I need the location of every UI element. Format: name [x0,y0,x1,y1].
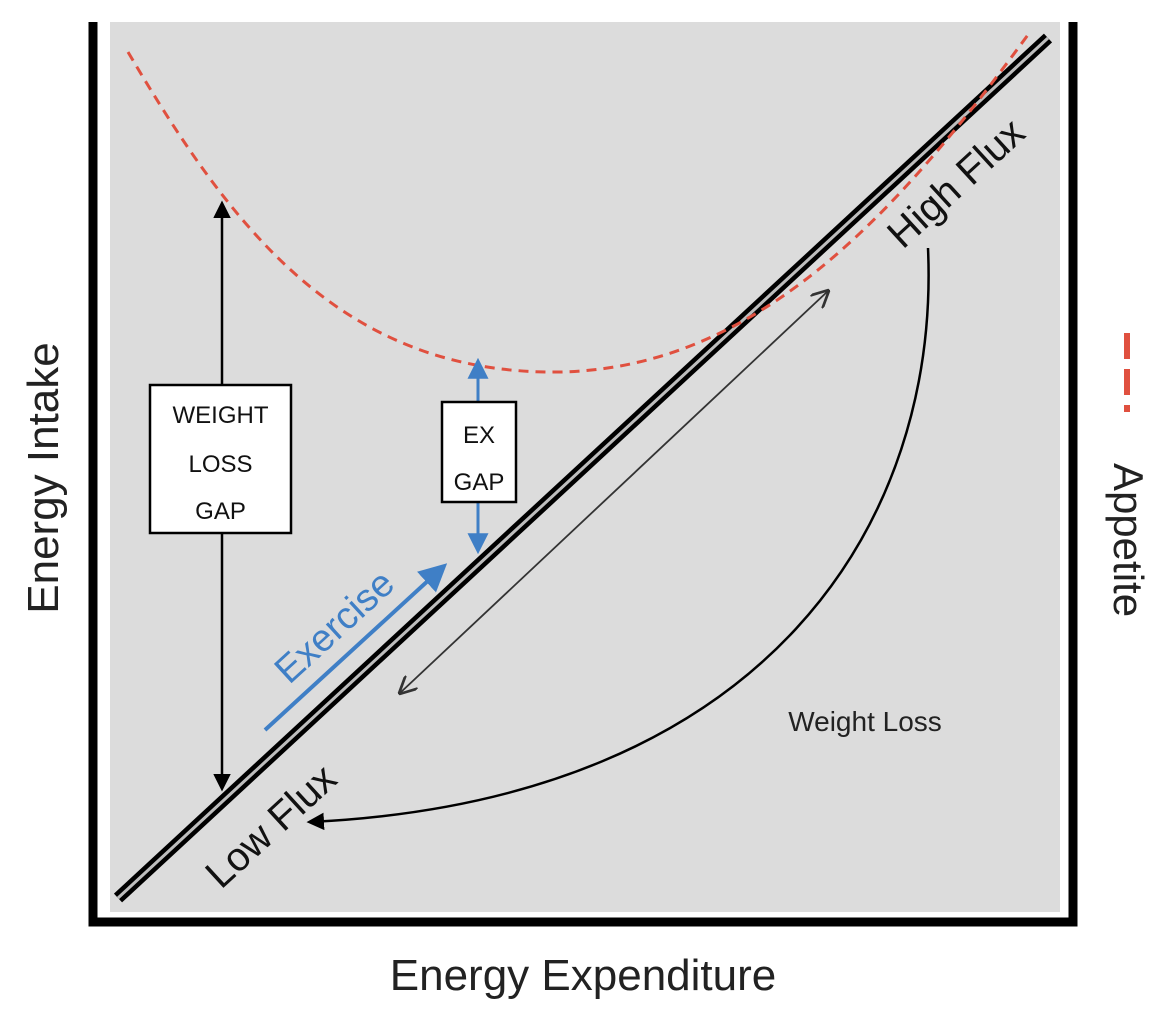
axis-frame [88,22,1078,927]
ex-gap-line-1: EX [463,422,495,449]
y-axis-title: Energy Intake [19,342,68,614]
legend-appetite: Appetite [1105,333,1152,617]
flux-double-arrow [400,291,828,693]
weight-loss-gap-line-2: LOSS [188,451,252,478]
weight-loss-curve-arrow [306,247,930,831]
weight-loss-gap-box: WEIGHT LOSS GAP [148,383,293,535]
ex-gap-box: EX GAP [440,400,518,504]
ex-gap-line-2: GAP [454,469,505,496]
x-axis-title: Energy Expenditure [390,951,776,1000]
weight-loss-gap-line-3: GAP [195,498,246,525]
weight-loss-gap-line-1: WEIGHT [173,402,269,429]
legend-appetite-label: Appetite [1105,463,1152,617]
weight-loss-label: Weight Loss [788,706,942,737]
